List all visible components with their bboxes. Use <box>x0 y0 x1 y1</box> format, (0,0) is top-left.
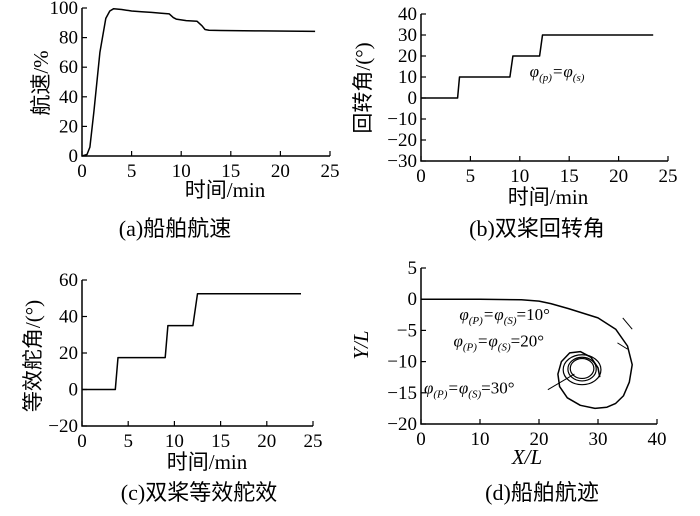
panel-caption: (c)双桨等效舵效 <box>121 480 277 505</box>
y-tick-label: 0 <box>69 380 79 401</box>
panel-caption: (d)船舶航迹 <box>485 480 599 505</box>
x-axis-label: X/L <box>511 445 542 469</box>
x-tick-label: 25 <box>659 166 678 187</box>
x-axis-label: 时间/min <box>167 450 248 474</box>
annotation-label: φ(p)=φ(s) <box>530 62 585 84</box>
x-tick-label: 10 <box>471 429 490 450</box>
x-tick-label: 0 <box>416 429 426 450</box>
x-tick-label: 40 <box>648 429 667 450</box>
panel-caption: (a)船舶航速 <box>119 216 231 241</box>
y-tick-label: 0 <box>69 146 79 167</box>
y-tick-label: −15 <box>387 383 417 404</box>
y-tick-label: 40 <box>59 307 78 328</box>
y-tick-label: 20 <box>59 116 78 137</box>
x-tick-label: 20 <box>257 431 276 452</box>
x-tick-label: 15 <box>221 161 240 182</box>
trajectory-loop <box>569 357 595 380</box>
annotation-label: φ(P)=φ(S)=20° <box>453 332 544 354</box>
trajectory-loop <box>567 356 597 382</box>
x-tick-label: 15 <box>211 431 230 452</box>
y-tick-label: −20 <box>48 416 78 437</box>
x-tick-label: 25 <box>304 431 323 452</box>
y-tick-label: 20 <box>398 46 417 67</box>
annotation-label: φ(P)=φ(S)=10° <box>459 305 550 327</box>
y-tick-label: 40 <box>59 87 78 108</box>
axis-lines <box>81 280 313 427</box>
y-axis-label: 航速/% <box>29 50 53 115</box>
x-tick-label: 15 <box>560 166 579 187</box>
y-axis-label: 等效舵角/(°) <box>21 300 45 412</box>
y-tick-label: −30 <box>387 151 417 172</box>
x-tick-label: 0 <box>77 161 87 182</box>
y-tick-label: 80 <box>59 28 78 49</box>
y-tick-label: 0 <box>408 289 418 310</box>
y-axis-label: 回转角/(°) <box>351 42 375 133</box>
y-tick-label: −20 <box>387 414 417 435</box>
data-line <box>421 34 654 99</box>
x-axis-label: 时间/min <box>508 185 589 209</box>
y-axis-label: Y/L <box>349 330 373 359</box>
x-tick-label: 20 <box>530 429 549 450</box>
y-tick-label: 0 <box>408 88 418 109</box>
annotation-leader <box>622 317 633 330</box>
x-tick-label: 5 <box>127 161 137 182</box>
annotation-label: φ(P)=φ(S)=30° <box>424 378 515 400</box>
x-tick-label: 5 <box>123 431 133 452</box>
y-tick-label: −10 <box>387 352 417 373</box>
y-tick-label: −5 <box>397 320 417 341</box>
chart-panel-2: 0 5 10 15 20 25−30−20−10010203040时间/min回转角/(°… <box>351 4 678 241</box>
y-tick-label: 100 <box>50 0 79 19</box>
x-tick-label: 30 <box>589 429 608 450</box>
annotation-leader <box>547 373 575 391</box>
trajectory-loop <box>562 354 602 386</box>
x-tick-label: 10 <box>510 166 529 187</box>
chart-panel-4: 0 10 20 30 40 −20 −15 −10 −5 0 5 X/L Y/L (d)船舶航迹 φ(P)=… <box>349 258 667 505</box>
panel-caption: (b)双桨回转角 <box>469 216 605 241</box>
data-line <box>421 298 633 410</box>
y-tick-label: −20 <box>387 130 417 151</box>
y-tick-label: 5 <box>408 258 418 279</box>
y-tick-label: −10 <box>387 109 417 130</box>
y-tick-label: 40 <box>398 4 417 25</box>
x-tick-label: 10 <box>172 161 191 182</box>
x-tick-label: 25 <box>321 161 340 182</box>
x-tick-label: 10 <box>165 431 184 452</box>
x-tick-label: 20 <box>609 166 628 187</box>
annotation-leader <box>617 342 628 350</box>
y-tick-label: 10 <box>398 67 417 88</box>
x-axis-label: 时间/min <box>185 178 266 202</box>
x-tick-label: 5 <box>466 166 476 187</box>
data-line <box>82 292 301 391</box>
y-tick-label: 20 <box>59 343 78 364</box>
x-tick-label: 0 <box>416 166 426 187</box>
y-tick-label: 30 <box>398 25 417 46</box>
x-tick-label: 0 <box>77 431 87 452</box>
data-line <box>81 7 316 157</box>
chart-panel-1: 0 5 10 15 20 25 0 20 40 60 80 100 时间/min 航速/% (a)船舶航速 <box>29 0 340 241</box>
y-tick-label: 60 <box>59 270 78 291</box>
x-tick-label: 20 <box>271 161 290 182</box>
chart-panel-3: 0 5 10 15 20 25−200204060时间/min等效舵角/(°)(c)双桨等… <box>21 270 323 505</box>
y-tick-label: 60 <box>59 57 78 78</box>
